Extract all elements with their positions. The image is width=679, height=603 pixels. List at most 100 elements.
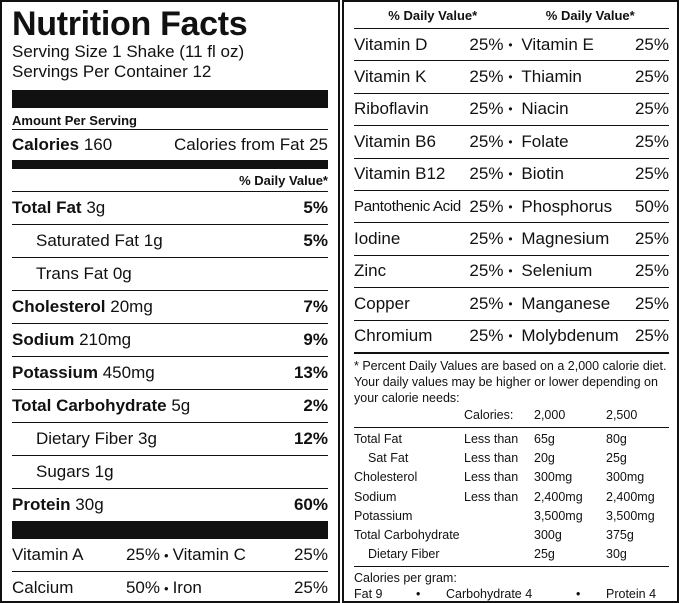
vitamin-daily-value: 25% <box>469 326 504 346</box>
daily-value-header: % Daily Value* <box>239 172 328 188</box>
vitamin-list: Vitamin A 25% • Vitamin C 25% Calcium 50% • Iron… <box>12 539 328 601</box>
nutrient-amount: 1g <box>94 462 114 481</box>
nutrient-daily-value: 9% <box>303 330 328 349</box>
bullet: • <box>164 547 169 563</box>
divider <box>12 224 328 225</box>
divider <box>12 455 328 456</box>
vitamin-daily-value: 25% <box>469 34 504 54</box>
vitamin-row: Calcium 50% • Iron 25% <box>12 572 328 601</box>
calories-per-gram: Calories per gram: Fat 9 • Carbohydrate … <box>354 566 669 601</box>
nutrient-amount: 5g <box>171 396 191 415</box>
nutrient-row: Total Carbohydrate 5g 2% <box>12 390 328 422</box>
divider <box>12 488 328 489</box>
vitamin-daily-value: 50% <box>125 578 160 597</box>
nutrient-name: Sodium <box>12 330 75 349</box>
nutrient-daily-value: 7% <box>303 297 328 316</box>
vitamin-name: Vitamin B6 <box>354 131 436 151</box>
nutrient-row: Dietary Fiber 3g 12% <box>12 423 328 455</box>
vitamin-daily-value: 25% <box>469 99 504 119</box>
vitamin-row: Iodine 25% • Magnesium 25% <box>354 222 669 254</box>
nutrient-amount: 3g <box>138 429 157 448</box>
bullet: • <box>508 199 513 214</box>
nutrient-row: Sugars 1g <box>12 456 328 488</box>
calories-from-fat-value: 25 <box>309 135 328 154</box>
vitamin-row: Riboflavin 25% • Niacin 25% <box>354 92 669 125</box>
vitamin-name: Iron <box>172 578 202 597</box>
vitamin-name: Calcium <box>12 578 74 597</box>
bullet: • <box>508 232 513 247</box>
vitamin-row: Vitamin A 25% • Vitamin C 25% <box>12 539 328 571</box>
vitamin-name: Phosphorus <box>521 196 613 216</box>
bullet: • <box>508 102 513 117</box>
bullet: • <box>508 37 513 52</box>
vitamin-name: Thiamin <box>521 67 582 87</box>
vitamin-daily-value: 25% <box>469 229 504 249</box>
thick-divider <box>12 521 328 539</box>
nutrient-amount: 1g <box>143 231 163 250</box>
nutrient-row: Protein 30g 60% <box>12 489 328 521</box>
bullet: • <box>508 296 513 311</box>
nutrient-row: Total Fat 3g 5% <box>12 192 328 224</box>
nutrient-amount: 20mg <box>110 297 153 316</box>
nutrient-daily-value: 5% <box>303 198 328 217</box>
dv-table-row: Sat Fat Less than 20g 25g <box>368 451 627 466</box>
vitamin-mineral-list: Vitamin D 25% • Vitamin E 25% Vitamin K 25% • Th… <box>354 28 669 352</box>
nutrient-amount: 3g <box>86 198 106 217</box>
nutrient-row: Potassium 450mg 13% <box>12 357 328 389</box>
dv-table-row: Cholesterol Less than 300mg 300mg <box>354 470 645 485</box>
vitamin-name: Riboflavin <box>354 99 429 119</box>
vitamin-name: Selenium <box>521 261 593 281</box>
label-title: Nutrition Facts <box>12 5 248 43</box>
nutrient-daily-value: 2% <box>303 396 328 415</box>
vitamin-name: Vitamin A <box>12 545 84 564</box>
vitamin-daily-value: 25% <box>634 99 669 119</box>
dv-table-row: Total Carbohydrate 300g 375g <box>354 527 634 542</box>
daily-value-table: Total Fat Less than 65g 80g Sat Fat Less than… <box>354 426 669 564</box>
nutrient-daily-value: 13% <box>293 363 328 382</box>
divider <box>12 323 328 324</box>
divider <box>12 191 328 192</box>
vitamin-daily-value: 25% <box>469 67 504 87</box>
dv-table-row: Total Fat Less than 65g 80g <box>354 431 627 446</box>
vitamin-name: Niacin <box>521 99 569 119</box>
nutrient-row: Saturated Fat 1g 5% <box>12 225 328 257</box>
vitamin-name: Vitamin E <box>521 34 594 54</box>
vitamin-name: Zinc <box>354 261 387 281</box>
vitamin-daily-value: 25% <box>469 293 504 313</box>
calories-label: Calories <box>12 135 80 154</box>
vitamin-daily-value: 25% <box>469 131 504 151</box>
vitamin-row: Pantothenic Acid 25% • Phosphorus 50% <box>354 189 669 222</box>
dv-table-row: Sodium Less than 2,400mg 2,400mg <box>354 489 655 504</box>
divider <box>12 571 328 572</box>
nutrient-amount: 210mg <box>79 330 132 349</box>
nutrient-name: Potassium <box>12 363 98 382</box>
bullet: • <box>508 264 513 279</box>
vitamin-name: Vitamin C <box>172 545 246 564</box>
bullet: • <box>164 580 169 596</box>
vitamin-name: Pantothenic Acid <box>354 198 461 216</box>
divider <box>12 389 328 390</box>
divider <box>12 129 328 130</box>
nutrient-name: Cholesterol <box>12 297 106 316</box>
vitamin-daily-value: 25% <box>469 196 504 216</box>
nutrient-name: Protein <box>12 495 71 514</box>
vitamin-daily-value: 25% <box>293 545 328 564</box>
nutrient-daily-value: 12% <box>293 429 328 448</box>
bullet: • <box>508 329 513 344</box>
nutrient-amount: 0g <box>112 264 132 283</box>
nutrient-daily-value: 5% <box>303 231 328 250</box>
thick-divider <box>12 90 328 108</box>
vitamin-name: Iodine <box>354 229 401 249</box>
vitamin-row: Vitamin D 25% • Vitamin E 25% <box>354 28 669 60</box>
vitamin-daily-value: 25% <box>634 261 669 281</box>
vitamin-name: Vitamin D <box>354 34 428 54</box>
vitamin-daily-value: 25% <box>634 131 669 151</box>
nutrient-name: Total Carbohydrate <box>12 396 167 415</box>
vitamin-daily-value: 50% <box>634 196 669 216</box>
vitamin-daily-value: 25% <box>469 164 504 184</box>
calorie-columns-header: Calories: 2,000 2,500 <box>464 407 638 422</box>
vitamin-daily-value: 25% <box>634 67 669 87</box>
vitamin-daily-value: 25% <box>469 261 504 281</box>
nutrient-amount: 450mg <box>102 363 155 382</box>
dv-table-row: Dietary Fiber 25g 30g <box>368 547 627 562</box>
